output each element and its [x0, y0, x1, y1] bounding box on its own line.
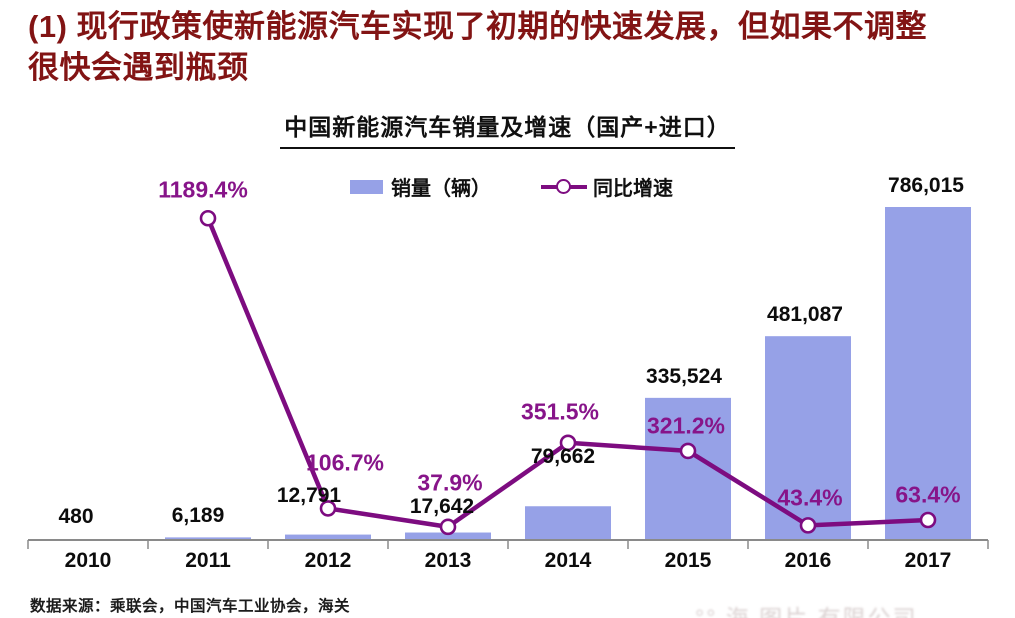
growth-point-marker [319, 500, 337, 517]
sales-value-label: 17,642 [409, 495, 475, 518]
bar-2011 [165, 537, 251, 540]
source-note: 数据来源：乘联会，中国汽车工业协会，海关 [30, 598, 351, 615]
x-axis-label: 2013 [424, 549, 472, 572]
growth-point-marker [679, 442, 697, 460]
x-axis-label: 2011 [185, 549, 231, 572]
sales-value-label: 786,015 [888, 174, 964, 197]
growth-point-marker [799, 517, 817, 534]
chart-title-wrap: 中国新能源汽车销量及增速（国产+进口） [0, 108, 1015, 149]
legend-item-growth: 同比增速 [541, 172, 673, 201]
legend-item-sales: 销量（辆） [350, 172, 491, 201]
sales-value-label: 481,087 [767, 303, 843, 326]
x-axis-label: 2012 [304, 549, 352, 572]
growth-pct-label: 1189.4% [158, 176, 248, 203]
bar-2014 [525, 506, 611, 540]
growth-pct-label: 43.4% [777, 484, 843, 511]
page-title: (1) 现行政策使新能源汽车实现了初期的快速发展，但如果不调整 很快会遇到瓶颈 [28, 6, 998, 88]
x-axis-label: 2014 [544, 549, 592, 572]
sales-value-label: 6,189 [171, 504, 225, 527]
x-axis-label: 2016 [784, 549, 832, 572]
bar-2013 [405, 532, 491, 540]
growth-point-marker [199, 209, 217, 227]
chart-legend: 销量（辆） 同比增速 [350, 172, 673, 201]
growth-pct-label: 321.2% [646, 412, 726, 439]
growth-pct-label: 106.7% [305, 449, 385, 476]
x-axis-label: 2017 [904, 549, 952, 572]
x-axis-label: 2015 [664, 549, 712, 572]
growth-point-marker [559, 434, 577, 452]
growth-point-marker [439, 518, 457, 536]
growth-line-marker-icon [541, 178, 587, 195]
page-title-line1: (1) 现行政策使新能源汽车实现了初期的快速发展，但如果不调整 [28, 9, 927, 44]
sales-value-label: 335,524 [646, 365, 722, 388]
growth-pct-label: 63.4% [895, 481, 961, 508]
sales-swatch-icon [350, 179, 383, 194]
growth-pct-label: 37.9% [417, 469, 483, 496]
bar-2012 [285, 534, 371, 540]
sales-value-label: 480 [58, 505, 94, 528]
chart-title: 中国新能源汽车销量及增速（国产+进口） [280, 108, 735, 149]
page-title-line2: 很快会遇到瓶颈 [28, 50, 249, 85]
growth-point-marker [919, 511, 937, 529]
sales-value-label: 79,662 [530, 445, 596, 468]
sales-legend-label: 销量（辆） [391, 178, 491, 200]
sales-value-label: 12,791 [276, 484, 342, 507]
watermark: °° 海 图片 有限公司 [695, 605, 918, 618]
growth-legend-label: 同比增速 [593, 178, 673, 200]
x-axis-label: 2010 [64, 549, 112, 572]
growth-pct-label: 351.5% [520, 398, 600, 425]
bar-2017 [885, 207, 971, 540]
